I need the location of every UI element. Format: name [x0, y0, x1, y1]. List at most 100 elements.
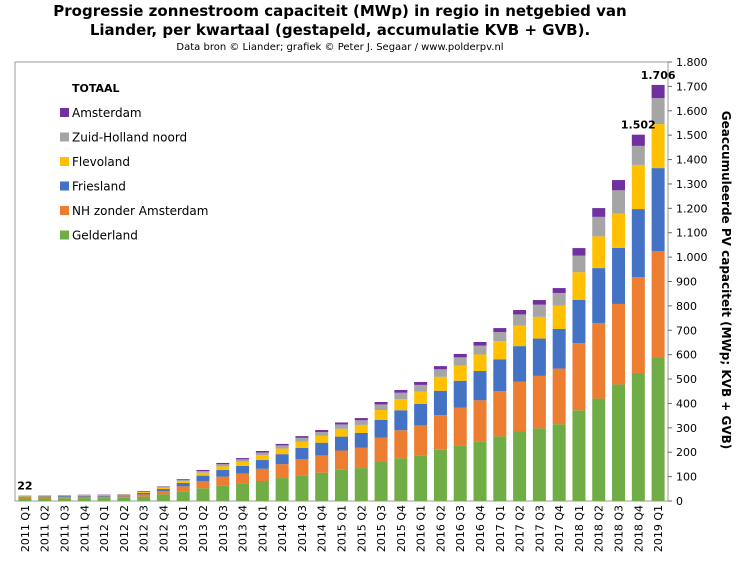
- bar-segment: [394, 410, 408, 431]
- bar-segment: [275, 443, 289, 446]
- legend-label: NH zonder Amsterdam: [72, 204, 208, 218]
- y-tick-label: 1.000: [676, 251, 708, 264]
- bar-segment: [414, 455, 428, 501]
- legend-label: Flevoland: [72, 155, 130, 169]
- x-tick-label: 2015 Q4: [395, 505, 408, 552]
- bar-segment: [176, 491, 190, 501]
- bar-segment: [572, 248, 586, 256]
- legend-label: Gelderland: [72, 229, 138, 243]
- x-tick-label: 2011 Q4: [78, 505, 91, 552]
- x-tick-label: 2015 Q1: [336, 505, 349, 552]
- legend-label: Zuid-Holland noord: [72, 131, 187, 145]
- bar-segment: [335, 469, 348, 501]
- x-tick-label: 2018 Q2: [593, 505, 606, 552]
- bar-segment: [612, 303, 626, 385]
- bar-segment: [572, 299, 586, 344]
- bar-segment: [196, 472, 210, 476]
- bar-segment: [196, 481, 210, 489]
- bar-segment: [552, 424, 566, 501]
- total-label: 1.502: [621, 119, 656, 132]
- bar-segment: [255, 468, 269, 482]
- bar-segment: [453, 380, 467, 408]
- bar-segment: [236, 458, 250, 460]
- bar-segment: [156, 487, 170, 490]
- bar-segment: [493, 359, 507, 392]
- bar-segment: [315, 472, 329, 501]
- bar-segment: [651, 98, 665, 125]
- legend-label: Amsterdam: [72, 106, 142, 120]
- bar-segment: [354, 418, 368, 421]
- bar-segment: [77, 496, 91, 499]
- bar-segment: [216, 464, 230, 467]
- bar-segment: [196, 471, 210, 473]
- x-tick-label: 2017 Q3: [533, 505, 546, 552]
- legend-swatch: [60, 181, 69, 191]
- bar-segment: [631, 209, 645, 278]
- x-tick-label: 2014 Q4: [316, 505, 329, 552]
- bar-segment: [117, 494, 131, 496]
- bar-segment: [38, 498, 52, 501]
- bar-segment: [216, 466, 230, 471]
- y-tick-label: 1.100: [676, 227, 708, 240]
- bar-segment: [493, 331, 507, 342]
- y-tick-label: 600: [676, 349, 697, 362]
- bar-segment: [156, 489, 170, 492]
- y-tick-label: 400: [676, 397, 697, 410]
- bar-segment: [374, 410, 388, 420]
- bar-segment: [394, 399, 408, 411]
- legend-label: Friesland: [72, 180, 126, 194]
- bar-segment: [493, 436, 507, 501]
- bar-segment: [631, 372, 645, 501]
- bar-segment: [612, 384, 626, 501]
- x-tick-label: 2014 Q3: [296, 505, 309, 552]
- total-label: 1.706: [641, 69, 676, 82]
- bar-segment: [275, 445, 289, 449]
- bar-segment: [651, 357, 665, 501]
- bar-segment: [176, 481, 190, 483]
- bar-segment: [255, 452, 269, 456]
- bar-segment: [374, 461, 388, 501]
- bar-segment: [295, 447, 309, 460]
- bar-segment: [572, 343, 586, 411]
- x-tick-label: 2017 Q4: [553, 505, 566, 552]
- bar-segment: [552, 288, 566, 293]
- chart-title: Liander, per kwartaal (gestapeld, accumu…: [90, 21, 590, 39]
- bar-segment: [513, 346, 527, 382]
- bar-segment: [216, 470, 230, 477]
- y-tick-label: 300: [676, 422, 697, 435]
- bar-segment: [57, 498, 71, 501]
- bar-segment: [414, 391, 428, 404]
- bar-segment: [651, 168, 665, 252]
- bar-segment: [335, 450, 348, 470]
- bar-segment: [156, 486, 170, 488]
- x-tick-label: 2016 Q2: [434, 505, 447, 552]
- bar-segment: [295, 437, 309, 442]
- bar-segment: [354, 420, 368, 425]
- bar-segment: [433, 390, 447, 416]
- bar-segment: [295, 475, 309, 501]
- bar-segment: [532, 375, 546, 429]
- x-tick-label: 2017 Q2: [514, 505, 527, 552]
- bar-segment: [513, 431, 527, 501]
- bar-segment: [513, 310, 527, 315]
- bar-segment: [354, 424, 368, 433]
- bar-segment: [137, 491, 151, 493]
- bar-segment: [97, 495, 111, 497]
- bar-segment: [473, 400, 487, 442]
- y-tick-label: 1.300: [676, 178, 708, 191]
- y-tick-label: 1.500: [676, 129, 708, 142]
- bar-segment: [196, 470, 210, 472]
- bar-segment: [453, 357, 467, 366]
- bar-segment: [374, 437, 388, 462]
- bar-segment: [552, 305, 566, 329]
- bar-segment: [414, 381, 428, 385]
- bar-segment: [473, 354, 487, 372]
- y-tick-label: 800: [676, 300, 697, 313]
- bar-segment: [394, 392, 408, 400]
- legend-swatch: [60, 157, 69, 166]
- bar-segment: [275, 464, 289, 479]
- bar-segment: [493, 391, 507, 437]
- bar-segment: [572, 255, 586, 273]
- bar-segment: [433, 366, 447, 370]
- y-tick-label: 700: [676, 324, 697, 337]
